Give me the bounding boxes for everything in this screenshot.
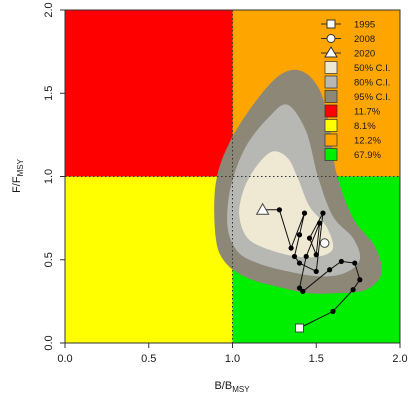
trajectory-point xyxy=(296,260,303,266)
trajectory-layer xyxy=(255,202,363,333)
trajectory-point xyxy=(313,268,319,275)
trajectory-point xyxy=(296,285,303,291)
legend-label: 1995 xyxy=(354,20,375,31)
trajectory-point xyxy=(320,210,326,216)
legend-swatch xyxy=(324,133,338,147)
y-axis-label-main: F/F xyxy=(11,176,23,193)
legend-label: 2020 xyxy=(354,49,375,60)
y-tick-label: 1.5 xyxy=(43,86,55,101)
x-tick-label: 1.5 xyxy=(309,353,324,365)
legend-label: 8.1% xyxy=(354,121,376,132)
legend-symbol-triangle xyxy=(324,46,338,58)
legend: 1995 2008 2020 50% C.I. 80% C.I. 95% C.I. 11.7… xyxy=(321,19,390,161)
legend-label: 50% C.I. xyxy=(354,63,390,74)
quadrant-bottom-left xyxy=(65,176,233,343)
legend-swatch xyxy=(324,148,338,161)
legend-symbol-square xyxy=(326,19,336,29)
x-axis-label: B/BMSY xyxy=(214,380,250,394)
legend-label: 95% C.I. xyxy=(354,92,390,103)
trajectory-point xyxy=(350,287,356,293)
legend-swatch xyxy=(324,61,338,74)
y-tick-label: 0.5 xyxy=(43,252,55,267)
trajectory-line xyxy=(266,209,361,329)
x-axis-label-main: B/B xyxy=(214,380,232,392)
reference-line-layer xyxy=(65,10,400,343)
region-50-ci xyxy=(239,151,334,258)
trajectory-point xyxy=(288,245,294,251)
legend-symbol-circle xyxy=(326,34,336,43)
quadrant-top-left xyxy=(65,10,233,177)
trajectory-point xyxy=(301,210,308,216)
legend-label: 80% C.I. xyxy=(354,78,390,89)
y-tick-label: 2.0 xyxy=(43,2,55,17)
y-axis-label: F/FMSY xyxy=(11,158,25,193)
legend-swatch xyxy=(324,75,338,89)
y-tick-label: 0.0 xyxy=(43,335,55,350)
trajectory-point xyxy=(330,308,336,314)
legend-label: 11.7% xyxy=(354,107,381,118)
y-tick-label: 1.0 xyxy=(43,169,55,184)
axes-layer: 0.0 0.5 1.0 1.5 2.0 0.0 0.5 1.0 1.5 2.0 xyxy=(43,2,408,365)
x-axis-label-subscript: MSY xyxy=(232,385,250,394)
x-tick-label: 2.0 xyxy=(392,353,407,365)
trajectory-point xyxy=(357,277,363,283)
y-axis-label-subscript: MSY xyxy=(16,158,25,176)
trajectory-point xyxy=(296,232,303,238)
legend-label: 2008 xyxy=(354,34,375,45)
x-tick-label: 0.5 xyxy=(141,353,156,365)
trajectory-point xyxy=(317,220,323,226)
x-tick-label: 1.0 xyxy=(225,353,240,365)
trajectory-point xyxy=(338,258,344,265)
trajectory-point xyxy=(300,288,306,294)
trajectory-point xyxy=(352,260,358,266)
legend-swatch xyxy=(324,104,338,118)
marker-2020 xyxy=(255,202,270,215)
legend-label: 67.9% xyxy=(354,150,381,161)
trajectory-point xyxy=(327,267,333,273)
x-tick-label: 0.0 xyxy=(57,353,72,365)
marker-1995 xyxy=(295,323,304,333)
trajectory-point xyxy=(276,207,282,213)
marker-2008 xyxy=(319,238,330,248)
legend-swatch xyxy=(324,119,338,132)
legend-label: 12.2% xyxy=(354,136,381,147)
trajectory-point xyxy=(313,252,319,258)
legend-swatch xyxy=(324,90,338,103)
trajectory-point xyxy=(303,253,309,260)
trajectory-point xyxy=(306,235,313,241)
trajectory-point xyxy=(291,253,298,260)
confidence-region-layer xyxy=(214,69,382,294)
